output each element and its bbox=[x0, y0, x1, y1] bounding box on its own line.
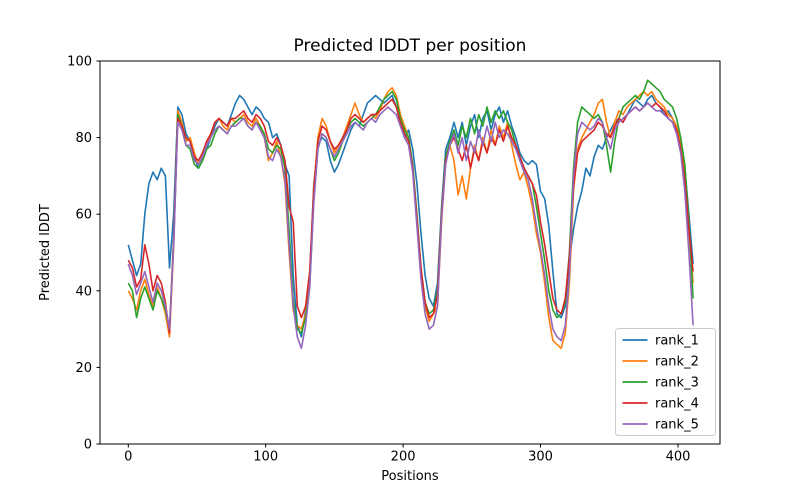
legend-entry-rank-1: rank_1 bbox=[622, 334, 699, 349]
y-tick-label: 80 bbox=[75, 131, 92, 146]
legend-entry-rank-3: rank_3 bbox=[622, 376, 699, 391]
y-tick-label: 40 bbox=[75, 284, 92, 299]
x-tick-label: 200 bbox=[391, 450, 416, 465]
x-tick-label: 400 bbox=[666, 450, 691, 465]
legend-label-rank-5: rank_5 bbox=[655, 418, 699, 433]
y-tick-label: 20 bbox=[75, 361, 92, 376]
series-lines bbox=[127, 79, 694, 350]
axes-frame bbox=[99, 60, 721, 445]
legend-entry-rank-5: rank_5 bbox=[622, 418, 699, 433]
legend-entry-rank-2: rank_2 bbox=[622, 355, 699, 370]
legend-label-rank-4: rank_4 bbox=[655, 397, 699, 412]
legend-entry-rank-4: rank_4 bbox=[622, 397, 699, 412]
legend-label-rank-2: rank_2 bbox=[655, 355, 699, 370]
line-rank-5 bbox=[127, 102, 694, 350]
legend: rank_1 rank_2 rank_3 rank_4 rank_5 bbox=[615, 328, 716, 436]
legend-label-rank-3: rank_3 bbox=[655, 376, 699, 391]
y-tick-label: 100 bbox=[67, 55, 92, 70]
x-axis-label: Positions bbox=[381, 469, 439, 484]
chart-title: Predicted lDDT per position bbox=[294, 36, 527, 56]
legend-frame bbox=[615, 328, 716, 436]
y-axis-ticks: 0 20 40 60 80 100 bbox=[67, 55, 100, 453]
x-tick-label: 100 bbox=[253, 450, 278, 465]
y-tick-label: 60 bbox=[75, 208, 92, 223]
y-tick-label: 0 bbox=[84, 438, 92, 453]
legend-label-rank-1: rank_1 bbox=[655, 334, 699, 349]
x-tick-label: 0 bbox=[124, 450, 132, 465]
x-axis-ticks: 0 100 200 300 400 bbox=[124, 444, 690, 465]
y-axis-label: Predicted lDDT bbox=[38, 204, 53, 301]
x-tick-label: 300 bbox=[528, 450, 553, 465]
